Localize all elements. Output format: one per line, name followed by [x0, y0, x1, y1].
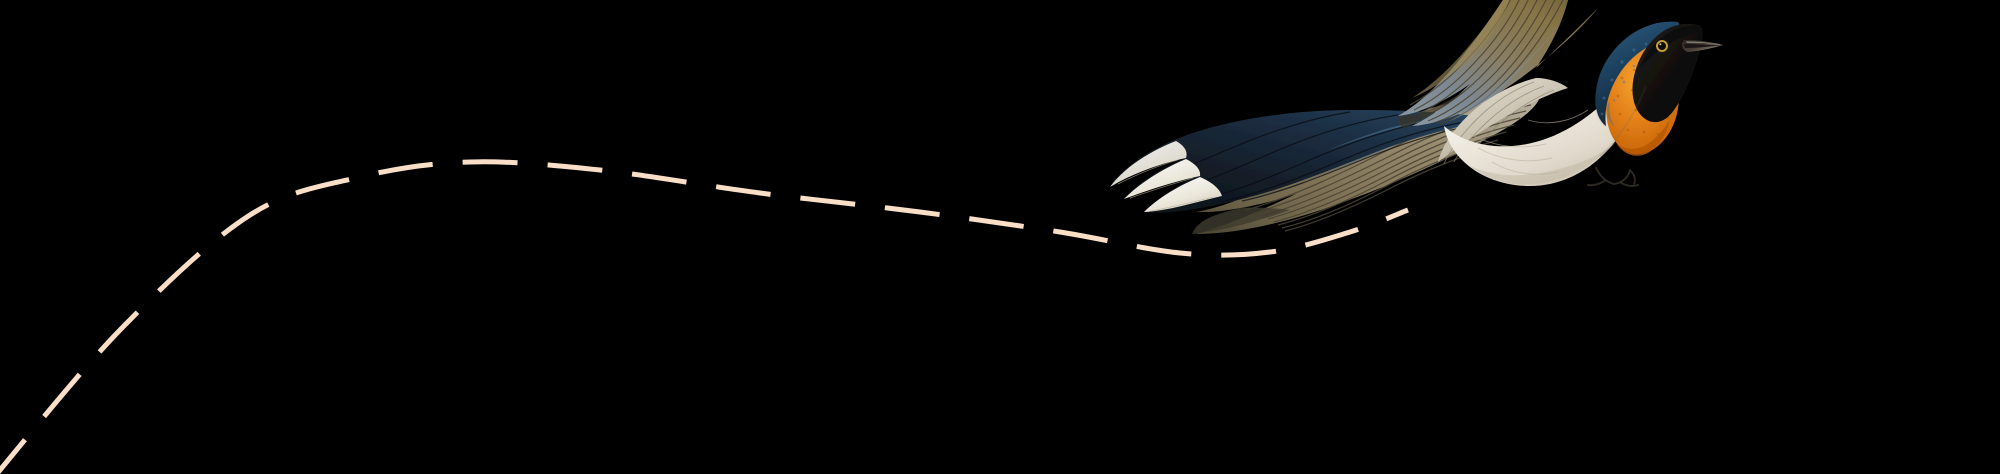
dashed-flight-trail	[0, 159, 1409, 474]
belly	[1444, 58, 1651, 186]
beak	[1681, 40, 1723, 52]
claws	[1587, 167, 1639, 187]
bird-in-flight	[1110, 0, 1723, 234]
eye	[1655, 39, 1669, 53]
head	[1595, 21, 1723, 126]
tail	[1110, 110, 1500, 213]
raised-wing	[1398, 0, 1598, 128]
